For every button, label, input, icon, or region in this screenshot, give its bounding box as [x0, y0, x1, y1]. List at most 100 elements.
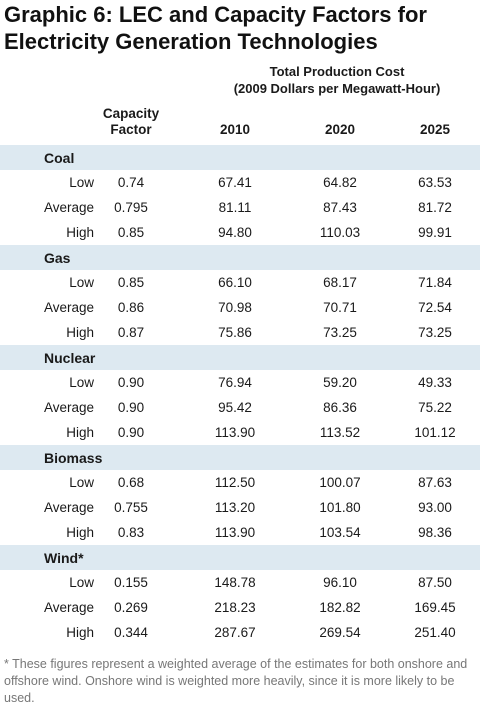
cost-2020: 100.07 — [319, 475, 361, 490]
cost-2025: 63.53 — [418, 175, 452, 190]
cost-2025: 101.12 — [414, 425, 456, 440]
cost-2020: 87.43 — [323, 200, 357, 215]
table-row: Low 0.85 66.10 68.17 71.84 — [0, 270, 480, 295]
group-name: Nuclear — [44, 350, 96, 366]
cost-2025: 99.91 — [418, 225, 452, 240]
group-header: Gas — [0, 245, 480, 270]
cost-2025: 169.45 — [414, 600, 456, 615]
cost-2020: 73.25 — [323, 325, 357, 340]
cost-2025: 71.84 — [418, 275, 452, 290]
table-row: High 0.85 94.80 110.03 99.91 — [0, 220, 480, 245]
cost-2020: 113.52 — [319, 425, 361, 440]
group-gas: Gas Low 0.85 66.10 68.17 71.84 Average 0… — [0, 245, 480, 345]
cost-2010: 70.98 — [218, 300, 252, 315]
production-cost-header: Total Production Cost (2009 Dollars per … — [196, 63, 478, 97]
cost-2020: 101.80 — [319, 500, 361, 515]
year-header-2010: 2010 — [219, 122, 251, 137]
table-row: High 0.87 75.86 73.25 73.25 — [0, 320, 480, 345]
capacity-factor: 0.83 — [117, 525, 145, 540]
group-name: Wind* — [44, 550, 84, 566]
cost-2010: 112.50 — [214, 475, 256, 490]
table-row: Low 0.155 148.78 96.10 87.50 — [0, 570, 480, 595]
cost-2025: 87.63 — [418, 475, 452, 490]
capacity-factor: 0.87 — [117, 325, 145, 340]
level-label: Low — [69, 275, 94, 290]
cost-2020: 86.36 — [323, 400, 357, 415]
cost-2025: 75.22 — [418, 400, 452, 415]
table-row: High 0.344 287.67 269.54 251.40 — [0, 620, 480, 645]
cost-2010: 113.90 — [214, 425, 256, 440]
group-header: Biomass — [0, 445, 480, 470]
cost-2025: 49.33 — [418, 375, 452, 390]
cost-2010: 95.42 — [218, 400, 252, 415]
cost-2020: 96.10 — [323, 575, 357, 590]
cost-2025: 98.36 — [418, 525, 452, 540]
group-name: Coal — [44, 150, 75, 166]
capacity-factor: 0.269 — [114, 600, 148, 615]
table-row: Low 0.74 67.41 64.82 63.53 — [0, 170, 480, 195]
table-row: High 0.90 113.90 113.52 101.12 — [0, 420, 480, 445]
cost-2025: 81.72 — [418, 200, 452, 215]
group-header: Wind* — [0, 545, 480, 570]
cost-2010: 75.86 — [218, 325, 252, 340]
production-header-line-2: (2009 Dollars per Megawatt-Hour) — [233, 81, 441, 96]
cost-2010: 113.20 — [214, 500, 256, 515]
group-wind: Wind* Low 0.155 148.78 96.10 87.50 Avera… — [0, 545, 480, 645]
capacity-factor: 0.755 — [114, 500, 148, 515]
capacity-factor: 0.85 — [117, 225, 145, 240]
cost-2025: 251.40 — [414, 625, 456, 640]
group-name: Biomass — [44, 450, 103, 466]
title-line-2: Electricity Generation Technologies — [4, 29, 378, 54]
cost-2025: 87.50 — [418, 575, 452, 590]
cost-2010: 76.94 — [218, 375, 252, 390]
table-row: Low 0.68 112.50 100.07 87.63 — [0, 470, 480, 495]
level-label: Average — [43, 600, 94, 615]
cost-2020: 103.54 — [319, 525, 361, 540]
column-headers: Capacity Factor 2010 2020 2025 — [0, 105, 480, 145]
cost-2020: 64.82 — [323, 175, 357, 190]
level-label: High — [66, 425, 94, 440]
table-row: Average 0.86 70.98 70.71 72.54 — [0, 295, 480, 320]
capacity-factor: 0.795 — [114, 200, 148, 215]
level-label: Average — [43, 400, 94, 415]
year-header-2025: 2025 — [419, 122, 451, 137]
level-label: High — [66, 325, 94, 340]
level-label: Average — [43, 300, 94, 315]
level-label: Low — [69, 475, 94, 490]
capacity-factor: 0.90 — [117, 425, 145, 440]
level-label: High — [66, 625, 94, 640]
level-label: Low — [69, 575, 94, 590]
cost-2025: 73.25 — [418, 325, 452, 340]
cost-2020: 110.03 — [319, 225, 361, 240]
capacity-factor: 0.85 — [117, 275, 145, 290]
level-label: High — [66, 525, 94, 540]
group-coal: Coal Low 0.74 67.41 64.82 63.53 Average … — [0, 145, 480, 245]
page-title: Graphic 6: LEC and Capacity Factors for … — [4, 1, 478, 55]
cost-2025: 72.54 — [418, 300, 452, 315]
cost-2010: 287.67 — [214, 625, 256, 640]
table-row: Low 0.90 76.94 59.20 49.33 — [0, 370, 480, 395]
level-label: Average — [43, 200, 94, 215]
footnote: * These figures represent a weighted ave… — [4, 657, 468, 705]
cost-2010: 113.90 — [214, 525, 256, 540]
group-nuclear: Nuclear Low 0.90 76.94 59.20 49.33 Avera… — [0, 345, 480, 445]
capacity-factor: 0.86 — [117, 300, 145, 315]
cost-2020: 70.71 — [323, 300, 357, 315]
title-line-1: Graphic 6: LEC and Capacity Factors for — [4, 2, 427, 27]
capacity-factor-header: Capacity Factor — [102, 106, 160, 137]
capacity-factor: 0.90 — [117, 400, 145, 415]
production-header-line-1: Total Production Cost — [269, 64, 405, 79]
cost-2010: 94.80 — [218, 225, 252, 240]
level-label: Average — [43, 500, 94, 515]
cost-2020: 182.82 — [319, 600, 361, 615]
capacity-factor: 0.155 — [114, 575, 148, 590]
cost-2020: 59.20 — [323, 375, 357, 390]
capacity-factor: 0.344 — [114, 625, 148, 640]
cost-2025: 93.00 — [418, 500, 452, 515]
cost-2010: 148.78 — [214, 575, 256, 590]
cost-2020: 68.17 — [323, 275, 357, 290]
cost-table: Coal Low 0.74 67.41 64.82 63.53 Average … — [0, 145, 480, 645]
capacity-factor: 0.68 — [117, 475, 145, 490]
cost-2010: 66.10 — [218, 275, 252, 290]
level-label: Low — [69, 175, 94, 190]
